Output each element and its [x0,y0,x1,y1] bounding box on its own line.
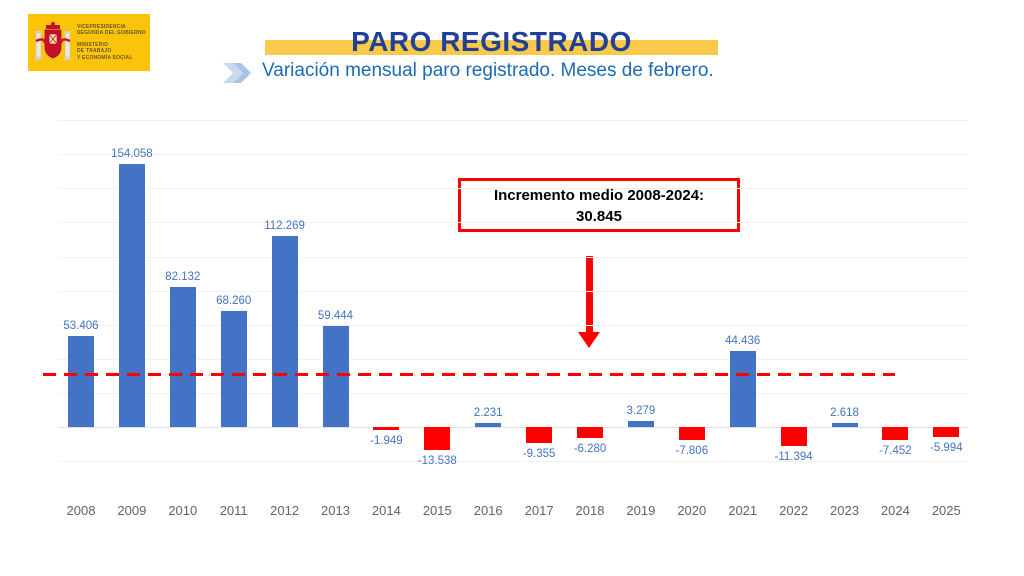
x-axis-label-2022: 2022 [779,503,809,518]
value-label-2011: 68.260 [216,294,252,307]
value-label-2019: 3.279 [626,405,656,418]
value-label-2025: -5.994 [929,442,963,455]
zero-baseline [58,427,968,428]
logo-line: SEGUNDA DEL GOBIERNO [77,30,146,37]
gridline [58,324,968,326]
value-label-2017: -9.355 [522,448,556,460]
value-label-2014: -1.949 [370,435,403,448]
logo-line: MINISTERIO [77,41,109,48]
gridline [58,461,968,463]
x-axis-label-2011: 2011 [219,503,248,518]
bar-2014 [373,427,400,431]
value-label-2008: 53.406 [63,319,99,332]
average-callout-box: Incremento medio 2008-2024: 30.845 [458,178,740,232]
bar-2012 [271,235,298,427]
value-label-2013: 59.444 [317,309,354,322]
x-axis-label-2018: 2018 [575,503,605,518]
gridline [58,120,968,122]
bar-2023 [831,422,858,427]
value-label-2023: 2.618 [830,406,859,419]
chart-area: Incremento medio 2008-2024: 30.845 53.40… [0,100,1024,576]
value-label-2015: -13.538 [417,455,457,468]
x-axis-label-2009: 2009 [117,503,147,518]
title-highlight-band [265,40,718,55]
page-title: PARO REGISTRADO [351,26,632,57]
bar-2015 [424,427,451,451]
logo-line: DE TRABAJO [77,48,112,55]
x-axis-label-2016: 2016 [473,503,503,518]
logo-text: VICEPRESIDENCIA SEGUNDA DEL GOBIERNO MIN… [77,24,146,62]
logo-line: Y ECONOMÍA SOCIAL [77,54,133,61]
callout-arrow-head-icon [578,332,600,348]
gridline [58,222,968,224]
chevron-right-icon [223,63,251,83]
bar-2020 [678,427,705,441]
bar-2018 [577,427,603,438]
value-label-2016: 2.231 [473,407,503,420]
bar-2021 [729,351,756,427]
value-label-2022: -11.394 [774,451,813,464]
bar-2008 [68,335,94,427]
bar-2010 [169,287,196,427]
gridline [58,392,968,394]
x-axis-label-2020: 2020 [677,503,707,518]
callout-arrow-shaft [586,256,593,334]
x-axis-label-2015: 2015 [422,503,452,518]
value-label-2020: -7.806 [675,445,709,458]
x-axis-label-2023: 2023 [830,503,859,518]
bar-2019 [627,421,654,427]
x-axis-label-2021: 2021 [728,503,758,518]
x-axis-label-2012: 2012 [270,503,300,518]
government-logo: VICEPRESIDENCIA SEGUNDA DEL GOBIERNO MIN… [28,14,150,71]
logo-line: VICEPRESIDENCIA [77,23,126,30]
bar-2011 [220,310,247,427]
gridline [58,154,968,156]
gridline [58,256,968,258]
bar-2013 [322,325,349,427]
bar-2016 [475,423,502,427]
value-label-2018: -6.280 [573,442,607,455]
callout-line2: 30.845 [576,208,622,225]
gridline [58,188,968,190]
x-axis-label-2014: 2014 [371,503,401,518]
x-axis-label-2013: 2013 [321,503,350,518]
value-label-2009: 154.058 [111,148,153,161]
x-axis-label-2019: 2019 [626,503,656,518]
value-label-2012: 112.269 [264,219,305,232]
bar-2025 [933,427,960,438]
gridline [58,290,968,292]
bar-2024 [882,427,909,440]
chevron-front-shape [233,63,251,83]
spain-coat-of-arms-icon [35,21,71,60]
value-label-2024: -7.452 [879,444,912,457]
x-axis-label-2010: 2010 [168,503,198,518]
x-axis-label-2017: 2017 [524,503,554,518]
value-label-2010: 82.132 [165,271,201,283]
bar-2017 [526,427,553,443]
x-axis-label-2024: 2024 [880,503,910,518]
callout-line1: Incremento medio 2008-2024: [493,187,705,204]
value-label-2021: 44.436 [725,335,761,348]
x-axis-label-2025: 2025 [931,503,961,518]
page-subtitle: Variación mensual paro registrado. Meses… [262,60,714,81]
x-axis-label-2008: 2008 [66,503,96,518]
average-line [43,372,895,376]
gridline [58,358,968,360]
bar-2009 [118,164,145,427]
bar-2022 [780,427,807,447]
